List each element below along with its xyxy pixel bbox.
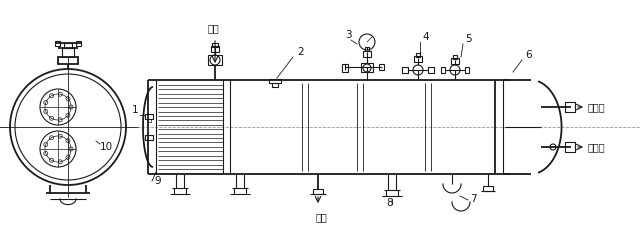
- Circle shape: [40, 89, 76, 125]
- Text: 冷却水: 冷却水: [588, 142, 605, 152]
- Text: 6: 6: [525, 50, 532, 60]
- Bar: [365, 47, 369, 51]
- Text: 10: 10: [99, 142, 113, 152]
- Text: 9: 9: [154, 176, 161, 186]
- Bar: [272, 83, 278, 87]
- Bar: [64, 43, 72, 48]
- Bar: [145, 135, 153, 140]
- Bar: [402, 67, 408, 73]
- Circle shape: [40, 131, 76, 167]
- Bar: [212, 43, 218, 47]
- Bar: [76, 41, 81, 46]
- Bar: [361, 63, 373, 72]
- Bar: [453, 55, 457, 59]
- Text: 1: 1: [132, 105, 139, 115]
- Bar: [55, 41, 60, 46]
- Text: 3: 3: [345, 30, 351, 40]
- Text: 出液: 出液: [315, 212, 327, 222]
- Bar: [58, 57, 78, 64]
- Bar: [414, 56, 422, 62]
- Bar: [483, 186, 493, 191]
- Bar: [208, 55, 222, 65]
- Bar: [428, 67, 434, 73]
- Text: 进气: 进气: [207, 23, 219, 33]
- Text: 5: 5: [465, 34, 472, 44]
- Bar: [465, 67, 469, 73]
- Bar: [313, 189, 323, 194]
- Bar: [62, 48, 74, 57]
- Bar: [145, 114, 153, 119]
- Bar: [269, 79, 281, 83]
- Bar: [416, 53, 420, 57]
- Bar: [441, 67, 445, 73]
- Bar: [342, 64, 348, 72]
- Text: 7: 7: [470, 194, 477, 204]
- Bar: [147, 119, 151, 122]
- Bar: [565, 102, 575, 112]
- Text: 冷却水: 冷却水: [588, 102, 605, 112]
- Bar: [363, 51, 371, 57]
- Text: 4: 4: [422, 32, 429, 42]
- Bar: [211, 46, 219, 52]
- Bar: [565, 142, 575, 152]
- Text: 2: 2: [297, 47, 303, 57]
- Bar: [451, 58, 459, 64]
- Circle shape: [10, 69, 126, 185]
- Bar: [379, 64, 384, 70]
- Text: 8: 8: [387, 198, 394, 208]
